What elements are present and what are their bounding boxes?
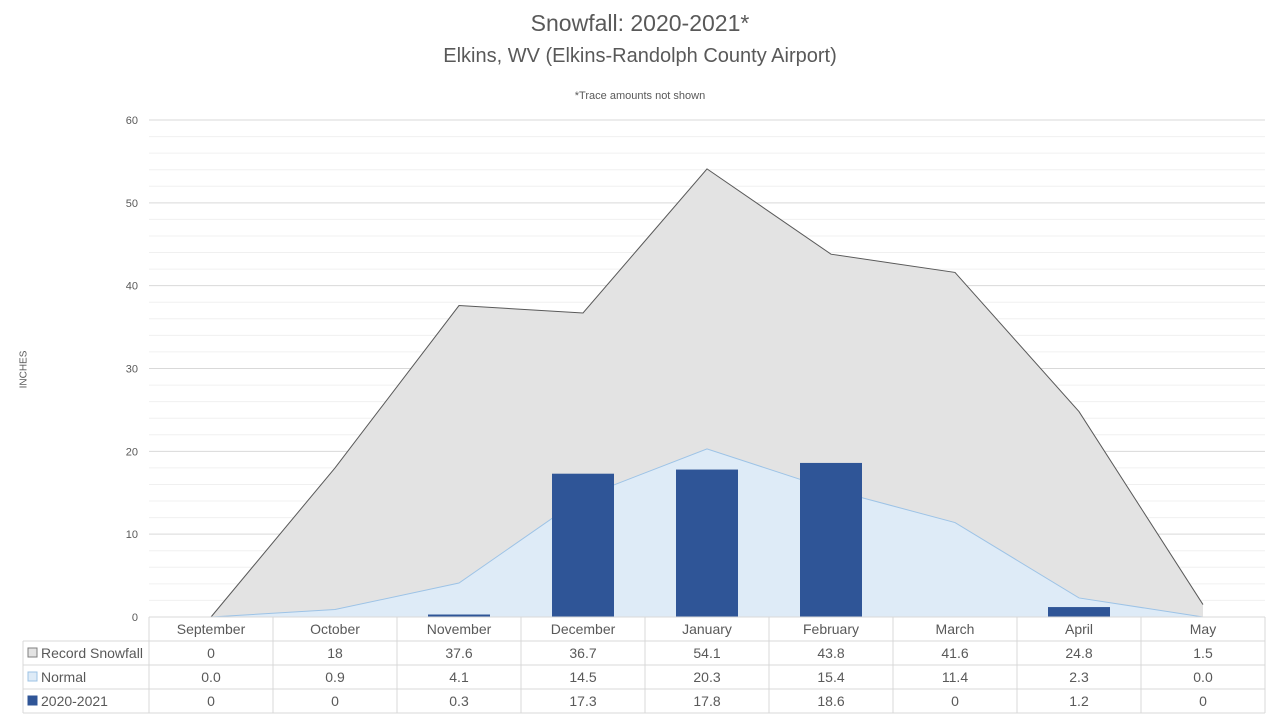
y-tick-label: 20 bbox=[126, 446, 138, 458]
data-label: 1.2 bbox=[1069, 693, 1089, 709]
x-tick-label: February bbox=[803, 621, 859, 637]
data-label: 36.7 bbox=[569, 645, 596, 661]
bar-january bbox=[676, 469, 738, 617]
x-tick-label: January bbox=[682, 621, 732, 637]
x-tick-label: March bbox=[936, 621, 975, 637]
y-tick-label: 50 bbox=[126, 198, 138, 210]
data-label: 0.0 bbox=[201, 669, 221, 685]
legend-key-normal bbox=[27, 671, 38, 682]
chart-subtitle: Elkins, WV (Elkins-Randolph County Airpo… bbox=[443, 45, 837, 67]
data-label: 15.4 bbox=[817, 669, 844, 685]
normal-line bbox=[210, 448, 1204, 618]
chart-note: *Trace amounts not shown bbox=[574, 90, 706, 102]
data-label: 20.3 bbox=[693, 669, 720, 685]
data-label: 14.5 bbox=[569, 669, 596, 685]
data-label: 0 bbox=[951, 693, 959, 709]
data-label: 43.8 bbox=[817, 645, 844, 661]
legend-key-2020-2021 bbox=[27, 695, 38, 706]
x-tick-label: December bbox=[551, 621, 616, 637]
data-label: 0 bbox=[207, 645, 215, 661]
data-label: 0.0 bbox=[1193, 669, 1213, 685]
x-tick-label: September bbox=[177, 621, 246, 637]
data-label: 18.6 bbox=[817, 693, 844, 709]
y-tick-label: 0 bbox=[132, 612, 138, 624]
data-label: 0.3 bbox=[449, 693, 469, 709]
y-tick-label: 60 bbox=[126, 115, 138, 127]
data-label: 41.6 bbox=[941, 645, 968, 661]
bar-february bbox=[800, 462, 862, 617]
record-snowfall-area bbox=[211, 168, 1203, 617]
data-label: 0.9 bbox=[325, 669, 345, 685]
legend-label-normal: Normal bbox=[41, 669, 86, 685]
data-label: 11.4 bbox=[942, 669, 968, 685]
record-snowfall-line bbox=[210, 168, 1204, 618]
data-label: 17.8 bbox=[693, 693, 720, 709]
data-label: 18 bbox=[327, 645, 343, 661]
data-label: 37.6 bbox=[445, 645, 472, 661]
data-label: 54.1 bbox=[693, 645, 720, 661]
data-label: 17.3 bbox=[569, 693, 596, 709]
y-tick-label: 40 bbox=[126, 281, 138, 293]
bar-december bbox=[552, 473, 614, 617]
data-label: 0 bbox=[207, 693, 215, 709]
y-tick-label: 10 bbox=[126, 529, 138, 541]
x-tick-label: October bbox=[310, 621, 360, 637]
data-label: 1.5 bbox=[1193, 645, 1213, 661]
bar-april bbox=[1048, 607, 1110, 617]
x-tick-label: November bbox=[427, 621, 492, 637]
legend-key-record-snowfall bbox=[27, 647, 38, 658]
y-tick-label: 30 bbox=[126, 364, 138, 376]
legend-label-2020-2021: 2020-2021 bbox=[41, 693, 108, 709]
data-label: 4.1 bbox=[449, 669, 469, 685]
data-label: 0 bbox=[331, 693, 339, 709]
x-tick-label: May bbox=[1190, 621, 1216, 637]
data-label: 2.3 bbox=[1069, 669, 1089, 685]
chart-title: Snowfall: 2020-2021* bbox=[530, 10, 750, 36]
data-label: 24.8 bbox=[1065, 645, 1092, 661]
legend-label-record-snowfall: Record Snowfall bbox=[41, 645, 143, 661]
x-tick-label: April bbox=[1065, 621, 1093, 637]
bar-november bbox=[428, 614, 490, 617]
data-label: 0 bbox=[1199, 693, 1207, 709]
